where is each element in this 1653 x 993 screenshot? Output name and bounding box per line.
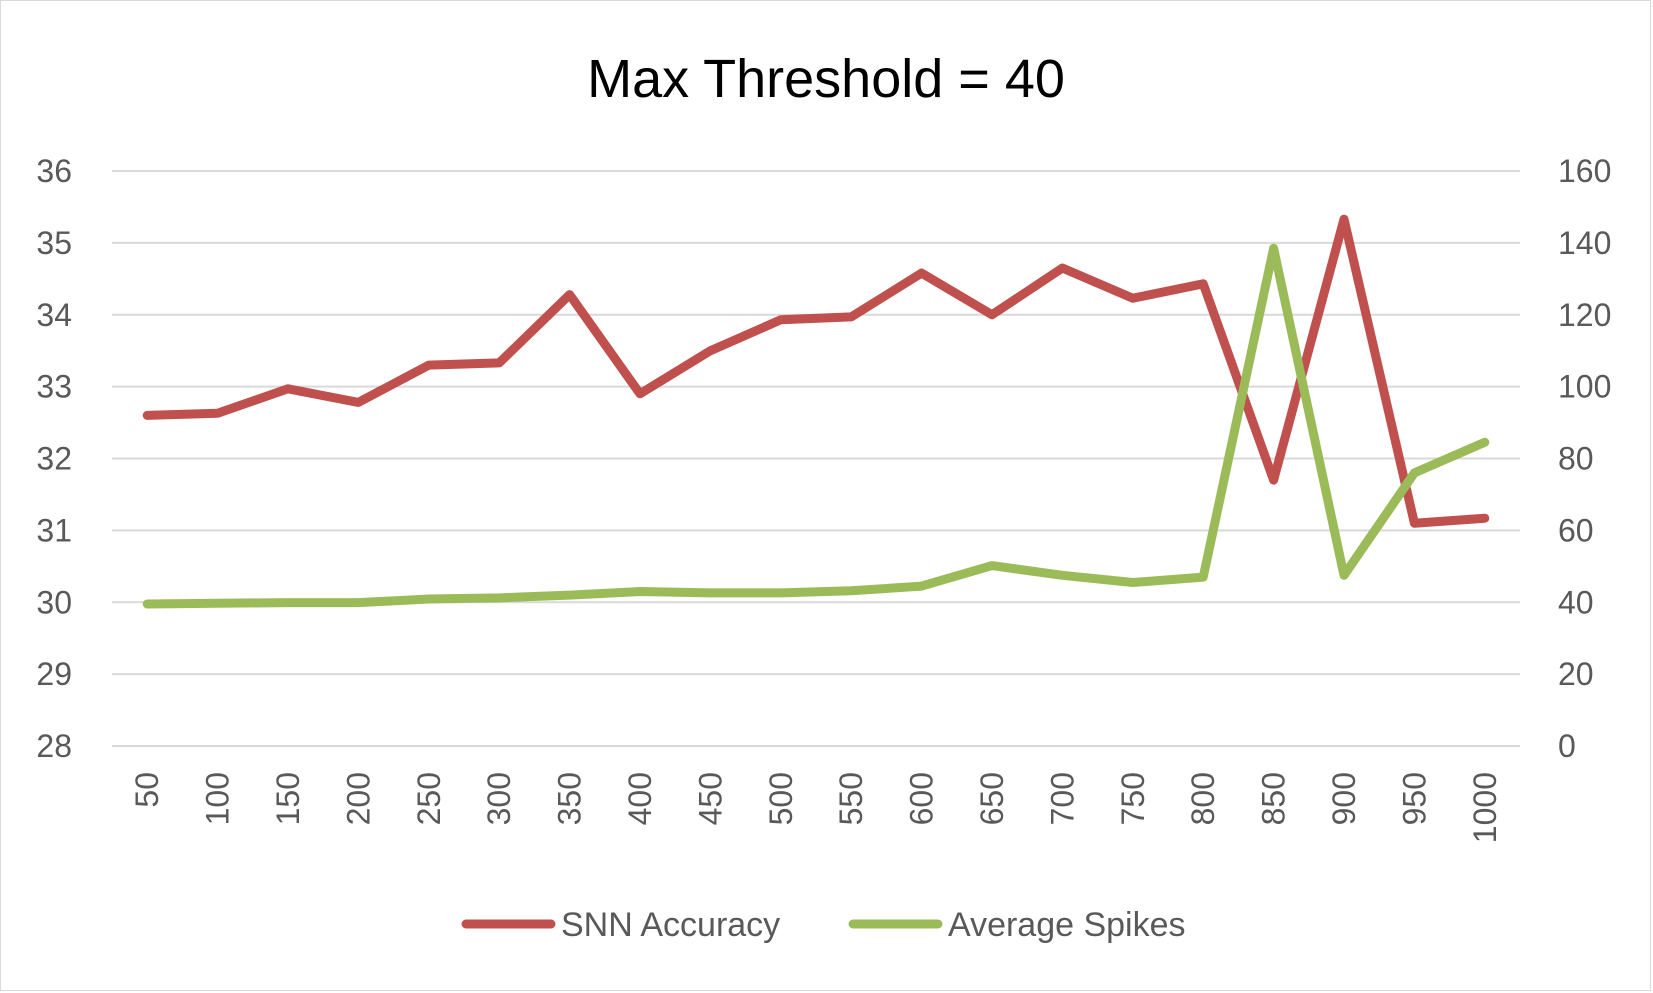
x-tick-label: 600 [904, 772, 940, 825]
data-point [1201, 575, 1205, 579]
left-tick-label: 28 [36, 728, 72, 764]
data-point [920, 271, 924, 275]
right-tick-label: 140 [1558, 225, 1611, 261]
data-point [638, 590, 642, 593]
data-point [216, 601, 220, 605]
right-tick-label: 160 [1558, 153, 1611, 189]
data-point [849, 589, 853, 593]
x-tick-label: 1000 [1467, 772, 1503, 843]
data-point [990, 313, 994, 317]
grid-lines [112, 170, 1520, 747]
left-tick-label: 35 [36, 225, 72, 261]
data-point [1201, 282, 1205, 286]
data-point [216, 411, 220, 415]
data-point [145, 602, 149, 606]
x-tick-label: 150 [270, 772, 306, 825]
data-point [708, 591, 712, 595]
x-axis-ticks: 50 100 150 200 250 300 350 400 450 500 550 600 650 70… [129, 772, 1503, 843]
data-point [779, 591, 783, 595]
data-point [849, 315, 853, 319]
x-tick-label: 450 [692, 772, 728, 825]
data-point [427, 363, 431, 367]
data-point [1131, 581, 1135, 584]
data-point [1060, 573, 1064, 577]
x-tick-label: 200 [340, 772, 376, 825]
data-point [1131, 296, 1135, 300]
data-point [638, 392, 642, 396]
right-tick-label: 60 [1558, 512, 1594, 548]
left-tick-label: 32 [36, 441, 72, 477]
right-tick-label: 20 [1558, 656, 1594, 692]
data-point [1412, 521, 1416, 525]
legend-label: SNN Accuracy [561, 906, 780, 944]
right-tick-label: 0 [1558, 728, 1576, 764]
x-tick-label: 950 [1396, 772, 1432, 825]
data-point [708, 349, 712, 353]
x-tick-label: 250 [411, 772, 447, 825]
data-point [1483, 440, 1487, 444]
data-point [1272, 246, 1276, 250]
data-point [990, 564, 994, 568]
legend: SNN Accuracy Average Spikes [461, 906, 1186, 944]
data-point [1342, 573, 1346, 577]
right-tick-label: 120 [1558, 297, 1611, 333]
data-point [356, 601, 360, 605]
x-tick-label: 100 [200, 772, 236, 825]
data-point [145, 413, 149, 417]
left-tick-label: 30 [36, 584, 72, 620]
x-tick-label: 300 [481, 772, 517, 825]
data-point [1483, 516, 1487, 520]
left-tick-label: 33 [36, 369, 72, 405]
right-tick-label: 40 [1558, 584, 1594, 620]
legend-label: Average Spikes [948, 906, 1186, 944]
x-tick-label: 400 [622, 772, 658, 825]
data-point [568, 293, 572, 297]
data-point [568, 593, 572, 597]
data-point [427, 597, 431, 601]
left-tick-label: 34 [36, 297, 72, 333]
x-tick-label: 350 [552, 772, 588, 825]
x-tick-label: 500 [763, 772, 799, 825]
chart-title: Max Threshold = 40 [587, 49, 1065, 109]
data-point [286, 601, 290, 605]
left-axis-ticks: 28 29 30 31 32 33 34 35 36 [36, 153, 72, 764]
right-axis-ticks: 0 20 40 60 80 100 120 140 160 [1558, 153, 1611, 764]
x-tick-label: 800 [1185, 772, 1221, 825]
data-point [1342, 217, 1346, 221]
x-tick-label: 550 [833, 772, 869, 825]
data-point [497, 596, 501, 600]
data-point [779, 318, 783, 322]
data-point [1412, 471, 1416, 475]
x-tick-label: 750 [1115, 772, 1151, 825]
series-line-average-spikes [142, 243, 1490, 609]
right-tick-label: 100 [1558, 369, 1611, 405]
data-point [1272, 478, 1276, 482]
data-point [1060, 266, 1064, 270]
data-point [286, 387, 290, 391]
x-tick-label: 850 [1256, 772, 1292, 825]
data-point [497, 361, 501, 365]
x-tick-label: 700 [1044, 772, 1080, 825]
x-tick-label: 650 [974, 772, 1010, 825]
series-lines [142, 214, 1490, 609]
left-tick-label: 31 [36, 512, 72, 548]
data-point [356, 400, 360, 404]
series-line-snn-accuracy [142, 214, 1490, 528]
x-tick-label: 50 [129, 772, 165, 808]
left-tick-label: 36 [36, 153, 72, 189]
left-tick-label: 29 [36, 656, 72, 692]
right-tick-label: 80 [1558, 441, 1594, 477]
data-point [920, 584, 924, 588]
x-tick-label: 900 [1326, 772, 1362, 825]
